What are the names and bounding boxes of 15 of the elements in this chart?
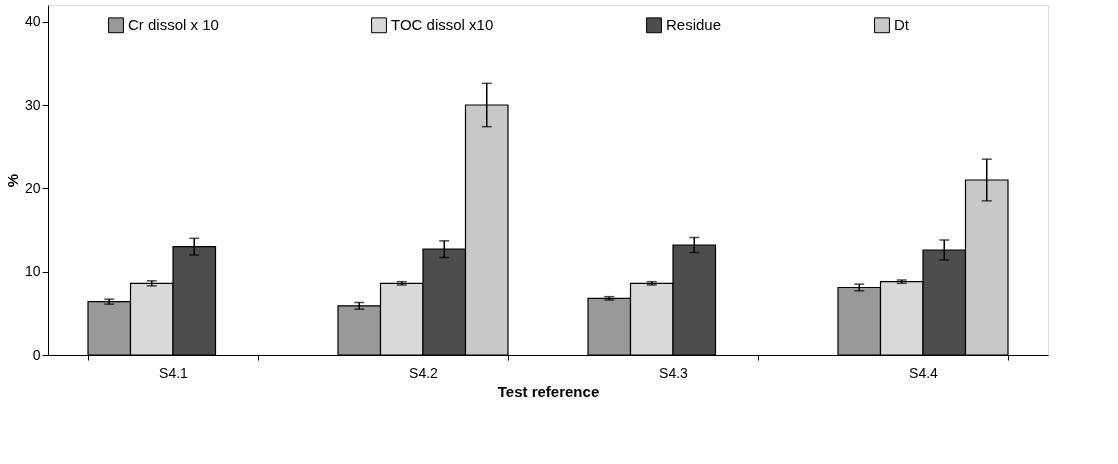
y-tick-label: 0 xyxy=(32,346,41,363)
x-tick-label: S4.4 xyxy=(909,364,939,381)
x-tick-label: S4.2 xyxy=(409,364,439,381)
legend-label: Cr dissol x 10 xyxy=(128,16,219,34)
y-tick-label: 30 xyxy=(24,96,41,113)
y-tick-label: 20 xyxy=(24,179,41,196)
y-axis-title: % xyxy=(3,173,21,188)
legend-label: Dt xyxy=(894,16,910,34)
y-tick-label: 40 xyxy=(24,13,41,30)
x-axis-title: Test reference xyxy=(497,382,600,400)
x-tick-label: S4.1 xyxy=(159,364,189,381)
legend-label: TOC dissol x10 xyxy=(391,16,494,34)
y-tick-label: 10 xyxy=(24,263,41,280)
legend-label: Residue xyxy=(666,16,722,34)
x-tick-label: S4.3 xyxy=(659,364,689,381)
